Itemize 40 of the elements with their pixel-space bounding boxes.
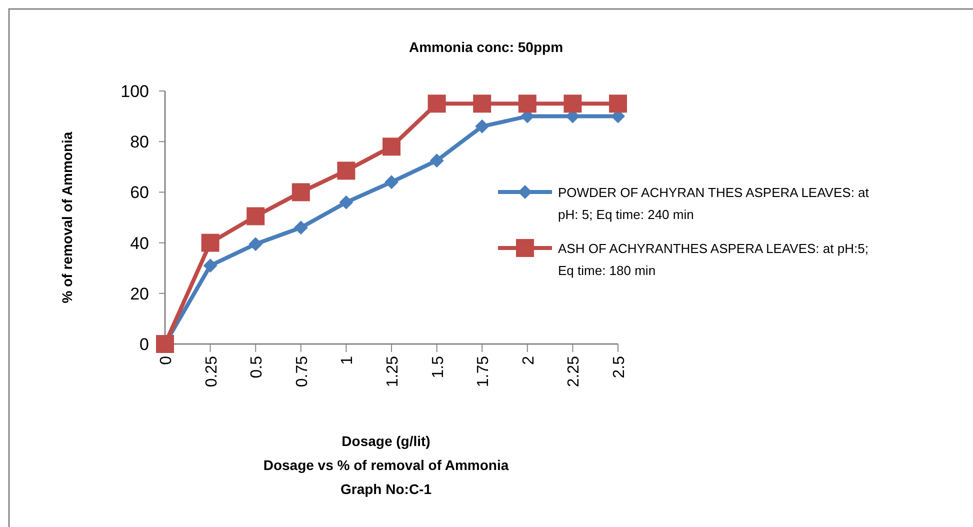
x-tick-label: 1.25: [384, 356, 402, 388]
point: [201, 234, 220, 252]
legend-label: ASH OF ACHYRANTHES ASPERA LEAVES: at pH:5; Eq time: 180 min: [558, 241, 868, 278]
x-tick-label: 0: [158, 356, 175, 365]
y-tick-label: 100: [120, 82, 149, 101]
x-tick-label: 2.25: [566, 356, 583, 388]
x-tick-label: 1: [339, 356, 356, 365]
point: [564, 94, 582, 113]
point: [473, 94, 492, 113]
x-tick-label: 1.75: [475, 356, 492, 388]
point: [294, 220, 308, 235]
point: [203, 258, 218, 273]
point: [518, 94, 536, 113]
y-tick-label: 80: [130, 132, 149, 152]
x-tick-label: 0.75: [294, 356, 311, 388]
y-tick-label: 60: [130, 183, 149, 202]
x-tick-label: 0.5: [248, 356, 266, 378]
point: [339, 195, 354, 210]
point: [246, 207, 265, 226]
point: [609, 94, 627, 113]
point: [384, 175, 398, 190]
chart-title: Ammonia conc: 50ppm: [408, 39, 564, 55]
point: [292, 183, 310, 202]
text: Dosage vs % of removal of Ammonia: [263, 457, 509, 473]
x-tick-label: 1.5: [430, 356, 447, 378]
point: [428, 94, 446, 113]
point: [430, 154, 444, 168]
x-tick-label: 2: [520, 356, 538, 365]
point: [475, 119, 490, 134]
point: [337, 162, 356, 180]
y-axis-title: % of removal of Ammonia: [59, 132, 75, 304]
y-tick-label: 40: [130, 234, 149, 253]
point: [382, 138, 400, 156]
text: Graph No:C-1: [340, 481, 432, 497]
point: [248, 237, 263, 252]
legend-label: POWDER OF ACHYRAN THES ASPERA LEAVES: at pH: 5; Eq time: 240 min: [558, 185, 870, 222]
x-axis-title: Dosage (g/lit): [342, 433, 430, 449]
y-tick-label: 20: [130, 284, 149, 304]
x-tick-label: 0.25: [203, 356, 220, 388]
x-tick-label: 2.5: [611, 356, 628, 378]
